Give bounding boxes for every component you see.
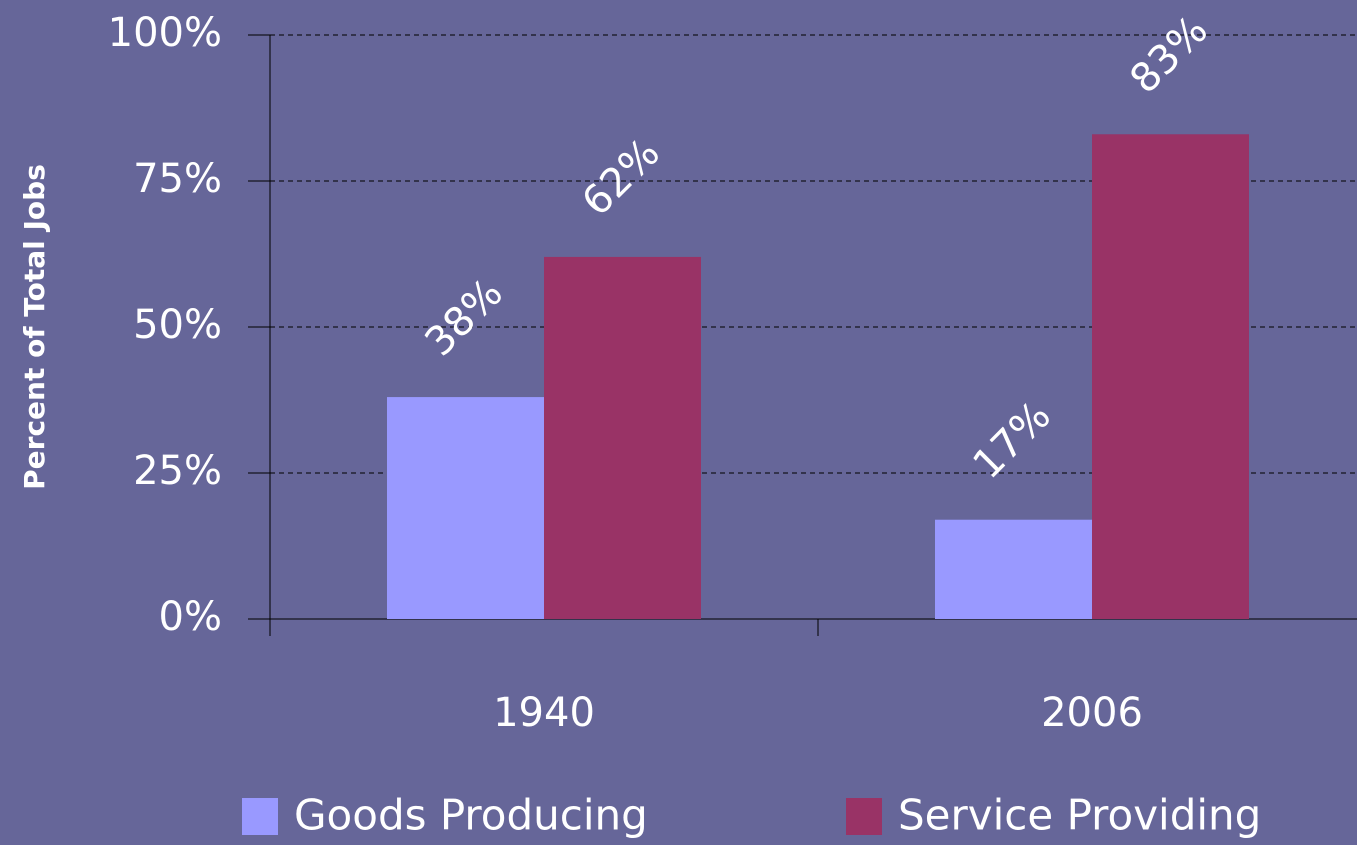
legend-label: Service Providing bbox=[898, 791, 1261, 840]
bar bbox=[935, 519, 1092, 619]
bar bbox=[544, 256, 701, 619]
data-label: 17% bbox=[964, 393, 1059, 488]
x-tick-label: 2006 bbox=[1041, 690, 1143, 736]
y-tick-label: 100% bbox=[108, 10, 222, 56]
y-tick-label: 50% bbox=[133, 302, 222, 348]
legend-swatch bbox=[846, 798, 882, 835]
y-axis-label: Percent of Total Jobs bbox=[18, 164, 51, 490]
data-label: 62% bbox=[573, 130, 668, 225]
y-tick-label: 75% bbox=[133, 156, 222, 202]
bar bbox=[1092, 134, 1249, 619]
x-tick-label: 1940 bbox=[493, 690, 595, 736]
bar bbox=[387, 397, 544, 619]
y-tick-label: 25% bbox=[133, 448, 222, 494]
legend-label: Goods Producing bbox=[294, 791, 648, 840]
legend-swatch bbox=[242, 798, 278, 835]
data-label: 38% bbox=[416, 270, 511, 365]
data-label: 83% bbox=[1121, 7, 1216, 102]
y-tick-label: 0% bbox=[159, 594, 222, 640]
